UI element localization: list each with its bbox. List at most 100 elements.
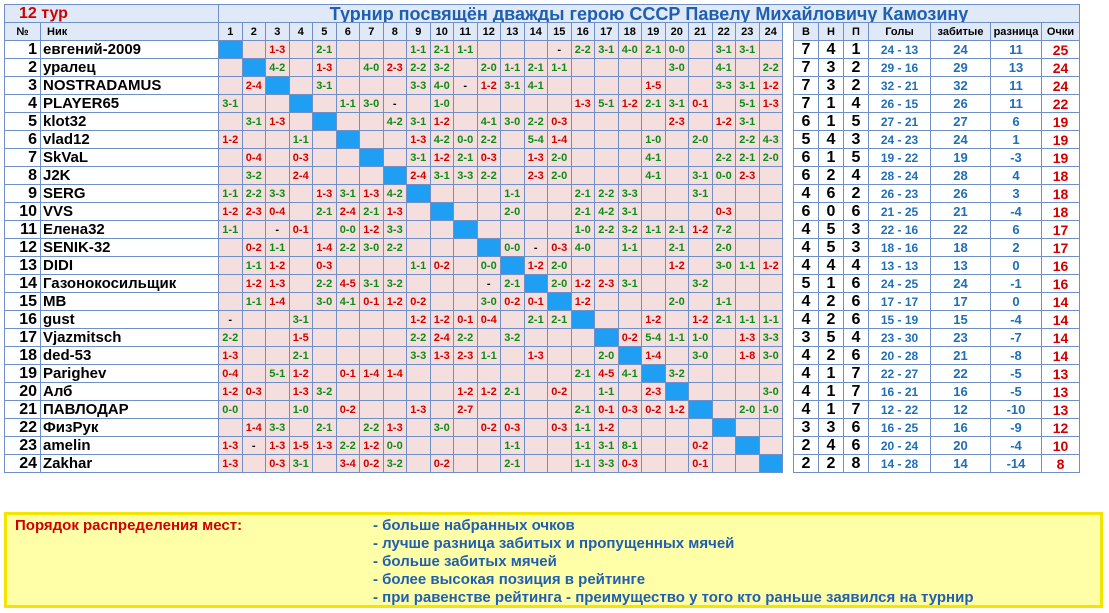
match-result-cell: 1-1 [547,58,572,77]
losses-value: 7 [843,382,869,401]
match-result-cell: 2-2 [453,328,478,347]
match-result-cell [688,112,713,131]
match-result-cell [335,418,360,437]
player-nick: Газонокосильщик [40,274,219,293]
match-result-cell: 3-0 [688,346,713,365]
match-result-cell [641,58,666,77]
column-opponent: 2 [241,22,266,41]
player-nick: VVS [40,202,219,221]
player-nick: NOSTRADAMUS [40,76,219,95]
goals-value: 12 - 22 [868,400,931,419]
match-result-cell [758,274,783,293]
match-result-cell: 0-2 [547,382,572,401]
match-result-cell [382,148,407,167]
table-row: 7 SkVaL 0-4 0-3 3-1 1-2 2-1 0-3 1-3 2-0 4-1 2-2 2-1 2… [4,148,1080,167]
losses-value: 6 [843,292,869,311]
match-result-cell [500,148,525,167]
self-match-cell [523,274,548,293]
match-result-cell: 2-4 [335,202,360,221]
goals-value: 27 - 21 [868,112,931,131]
match-result-cell: 1-2 [359,220,384,239]
player-nick: DIDI [40,256,219,275]
match-result-cell [664,184,689,203]
wins-value: 6 [793,148,819,167]
draws-value: 1 [818,94,844,113]
match-result-cell: 1-0 [758,400,783,419]
match-result-cell: 1-1 [288,130,313,149]
losses-value: 5 [843,112,869,131]
match-result-cell: 3-2 [429,58,454,77]
match-result-cell: 1-4 [241,418,266,437]
match-result-cell: 1-2 [429,148,454,167]
match-result-cell [382,346,407,365]
self-match-cell [570,310,595,329]
match-result-cell [476,94,501,113]
match-result-cell: 3-1 [594,436,619,455]
match-result-cell [218,292,243,311]
match-result-cell: 2-0 [758,148,783,167]
match-result-cell: 4-2 [429,130,454,149]
match-result-cell [476,40,501,59]
match-result-cell [312,328,337,347]
draws-value: 6 [818,184,844,203]
match-result-cell: 2-1 [570,364,595,383]
match-result-cell: - [382,94,407,113]
match-result-cell: 1-3 [382,202,407,221]
points-value: 24 [1041,76,1080,95]
match-result-cell: 2-1 [735,148,760,167]
match-result-cell: 2-3 [664,112,689,131]
losses-value: 6 [843,436,869,455]
losses-value: 8 [843,454,869,473]
goals-value: 26 - 15 [868,94,931,113]
wins-value: 4 [793,292,819,311]
match-result-cell [570,130,595,149]
draws-value: 4 [818,256,844,275]
diff-value: -5 [990,364,1042,383]
match-result-cell [218,112,243,131]
match-result-cell: 2-0 [711,238,736,257]
match-result-cell: 1-1 [218,184,243,203]
match-result-cell: 3-3 [382,220,407,239]
match-result-cell [711,364,736,383]
points-value: 14 [1041,346,1080,365]
match-result-cell [429,364,454,383]
match-result-cell [453,94,478,113]
player-nick: vlad12 [40,130,219,149]
table-row: 8 J2K 3-2 2-4 2-4 3-1 3-3 2-2 2-3 2-0 4-1 3-1 0-0 2-3… [4,166,1080,185]
match-result-cell [617,292,642,311]
self-match-cell [594,328,619,347]
match-result-cell: 1-2 [476,76,501,95]
match-result-cell: 4-0 [429,76,454,95]
match-result-cell: 2-2 [359,418,384,437]
table-row: 6 vlad12 1-2 1-1 1-3 4-2 0-0 2-2 5-4 1-4 1-0 2-0 2-2… [4,130,1080,149]
self-match-cell [688,400,713,419]
match-result-cell [500,310,525,329]
match-result-cell [594,112,619,131]
losses-value: 6 [843,346,869,365]
match-result-cell [594,310,619,329]
match-result-cell: 4-1 [476,112,501,131]
match-result-cell [570,112,595,131]
spacer [782,184,794,203]
match-result-cell: 3-1 [406,112,431,131]
match-result-cell: 1-1 [500,58,525,77]
match-result-cell [453,112,478,131]
match-result-cell: 1-2 [523,256,548,275]
match-result-cell [594,238,619,257]
spacer [782,94,794,113]
match-result-cell: 1-3 [406,400,431,419]
match-result-cell: 4-2 [265,58,290,77]
player-nick: ФизРук [40,418,219,437]
match-result-cell: 1-3 [288,382,313,401]
match-result-cell [429,184,454,203]
scored-value: 16 [930,418,991,437]
column-num: № [4,22,41,41]
match-result-cell [288,256,313,275]
match-result-cell [711,94,736,113]
match-result-cell [758,418,783,437]
draws-value: 4 [818,40,844,59]
match-result-cell [500,166,525,185]
tour-label: 12 тур [4,4,219,23]
match-result-cell [453,436,478,455]
match-result-cell [664,76,689,95]
